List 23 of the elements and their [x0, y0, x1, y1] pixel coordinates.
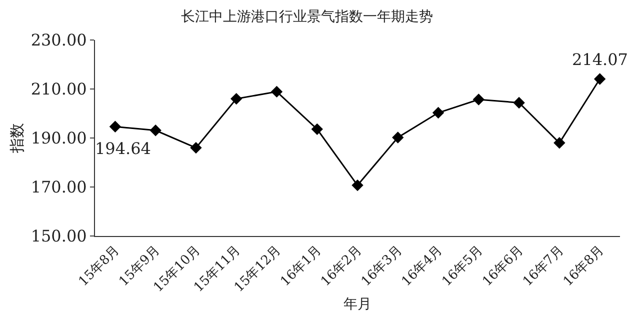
- point: [270, 86, 283, 98]
- point: [513, 96, 525, 109]
- point: [554, 137, 566, 149]
- y-tick-label: 230.00: [30, 30, 87, 50]
- point: [432, 106, 444, 119]
- chart-title: 长江中上游港口行业景气指数一年期走势: [181, 9, 434, 26]
- point: [352, 179, 364, 192]
- point: [109, 120, 122, 132]
- data-label: 214.07: [572, 50, 628, 69]
- point: [230, 92, 242, 105]
- y-axis-title: 指数: [8, 123, 26, 154]
- point: [190, 142, 202, 154]
- point: [472, 94, 484, 106]
- y-tick-label: 170.00: [30, 178, 87, 197]
- point: [150, 124, 162, 136]
- point: [392, 132, 404, 144]
- point: [594, 73, 606, 85]
- y-tick-label: 150.00: [30, 226, 87, 246]
- point: [311, 123, 323, 136]
- y-tick-label: 210.00: [30, 80, 87, 99]
- data-label: 194.64: [95, 139, 151, 158]
- y-tick-label: 190.00: [30, 128, 87, 148]
- x-axis-title: 年月: [344, 296, 372, 313]
